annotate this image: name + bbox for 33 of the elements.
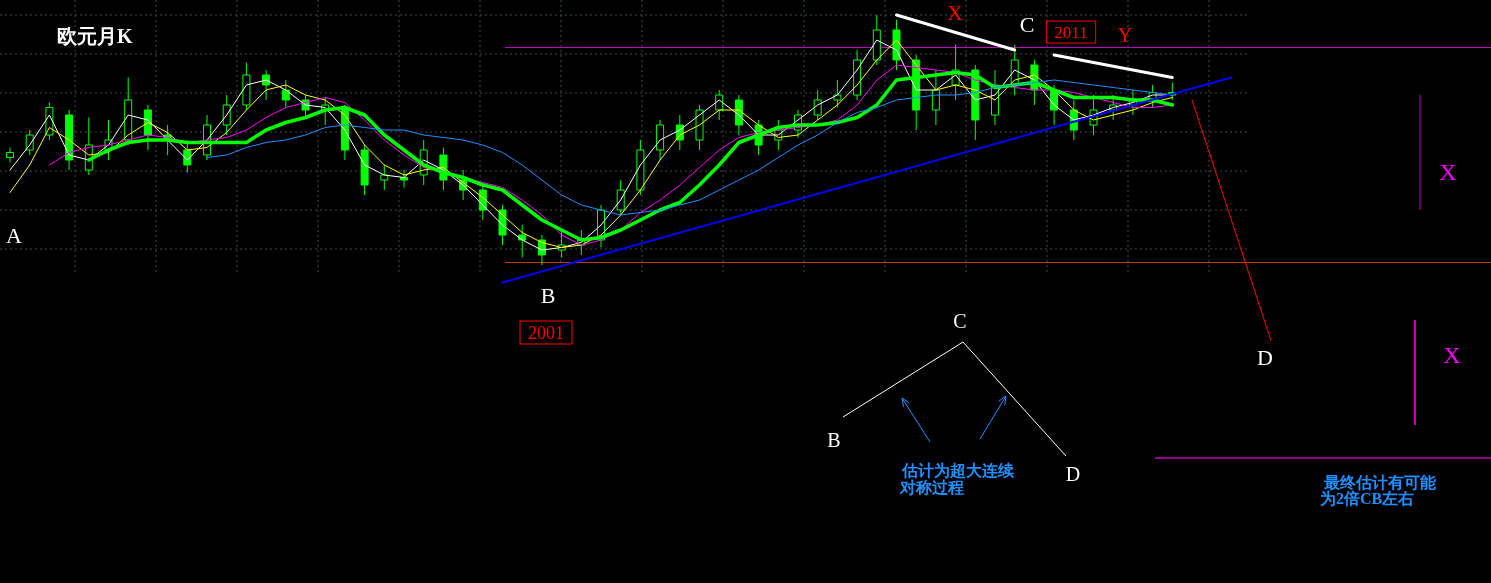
candlestick bbox=[518, 224, 527, 258]
candlestick bbox=[1050, 84, 1059, 126]
candlestick bbox=[872, 14, 881, 66]
annotation: X bbox=[1439, 159, 1457, 185]
candlestick bbox=[124, 77, 133, 146]
candlestick bbox=[360, 144, 369, 196]
candlestick bbox=[6, 147, 14, 163]
text: X bbox=[1443, 342, 1461, 368]
text: 最终估计有可能 bbox=[1323, 474, 1436, 491]
text: 欧元月K bbox=[57, 25, 133, 47]
candlestick bbox=[242, 62, 251, 111]
annotation: Y bbox=[1117, 24, 1133, 46]
candlestick bbox=[281, 79, 290, 108]
candlestick bbox=[636, 139, 645, 196]
candlestick bbox=[222, 94, 231, 136]
text: B bbox=[827, 429, 841, 451]
candlestick bbox=[656, 119, 665, 161]
candlestick bbox=[380, 164, 389, 191]
text: D bbox=[1257, 345, 1273, 370]
text: 为2倍CB左右 bbox=[1319, 490, 1415, 507]
text: D bbox=[1065, 463, 1081, 485]
text: 估计为超大连续 bbox=[901, 462, 1015, 479]
annotation: 2011 bbox=[1054, 23, 1088, 42]
text: C bbox=[953, 310, 967, 332]
text: 对称过程 bbox=[899, 479, 964, 496]
annotation: C bbox=[1019, 12, 1035, 37]
text: B bbox=[540, 283, 556, 308]
annotation: X bbox=[947, 0, 964, 25]
candlestick bbox=[439, 147, 448, 191]
candlestick bbox=[813, 89, 822, 121]
candlestick bbox=[833, 79, 842, 108]
text: 2001 bbox=[528, 323, 564, 343]
annotation: A bbox=[6, 223, 23, 248]
